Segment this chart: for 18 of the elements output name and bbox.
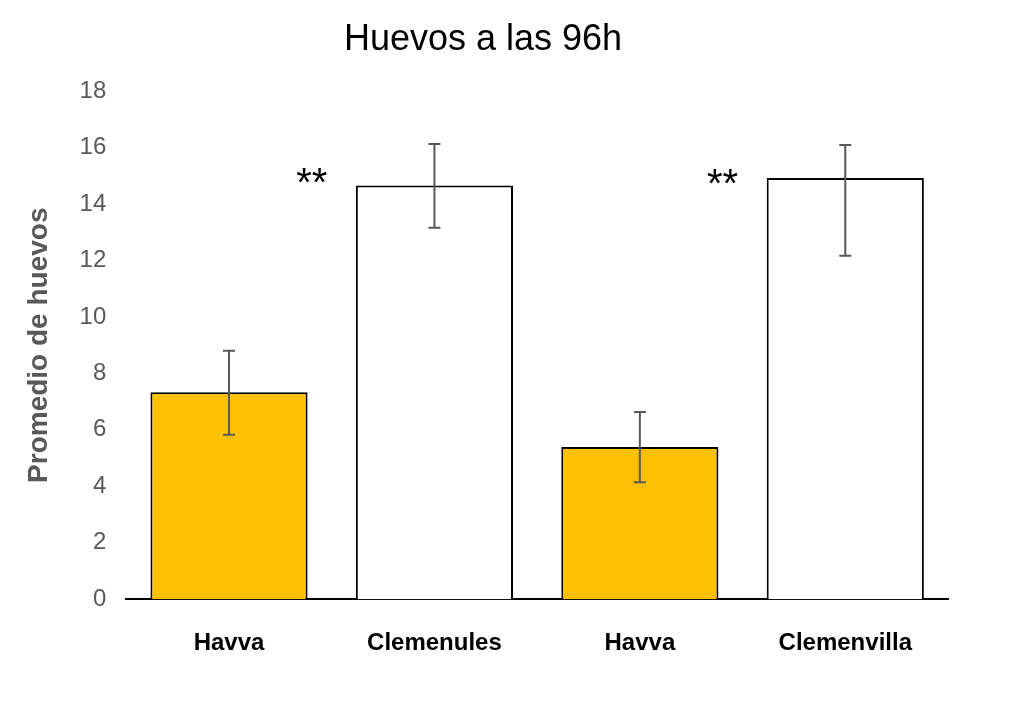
- y-tick-label: 0: [92, 583, 107, 611]
- y-tick-label: 6: [92, 414, 107, 442]
- x-tick-label: Havva: [193, 628, 266, 656]
- annotation: **: [296, 159, 328, 204]
- y-tick-label: 14: [79, 188, 107, 216]
- y-tick-label: 12: [79, 245, 107, 273]
- y-tick-label: 8: [92, 358, 107, 386]
- x-tick-label: Havva: [604, 628, 676, 656]
- y-tick-label: 18: [79, 75, 107, 103]
- y-tick-label: 4: [92, 470, 107, 498]
- y-tick-label: 2: [92, 527, 107, 555]
- x-tick-label: Clemenvilla: [778, 628, 913, 656]
- x-tick-label: Clemenules: [367, 628, 502, 656]
- y-tick-label: 16: [79, 132, 107, 160]
- y-tick-label: 10: [79, 301, 107, 329]
- y-axis-title: Promedio de huevos: [21, 207, 53, 483]
- chart-title: Huevos a las 96h: [343, 16, 623, 58]
- annotation: **: [707, 161, 739, 206]
